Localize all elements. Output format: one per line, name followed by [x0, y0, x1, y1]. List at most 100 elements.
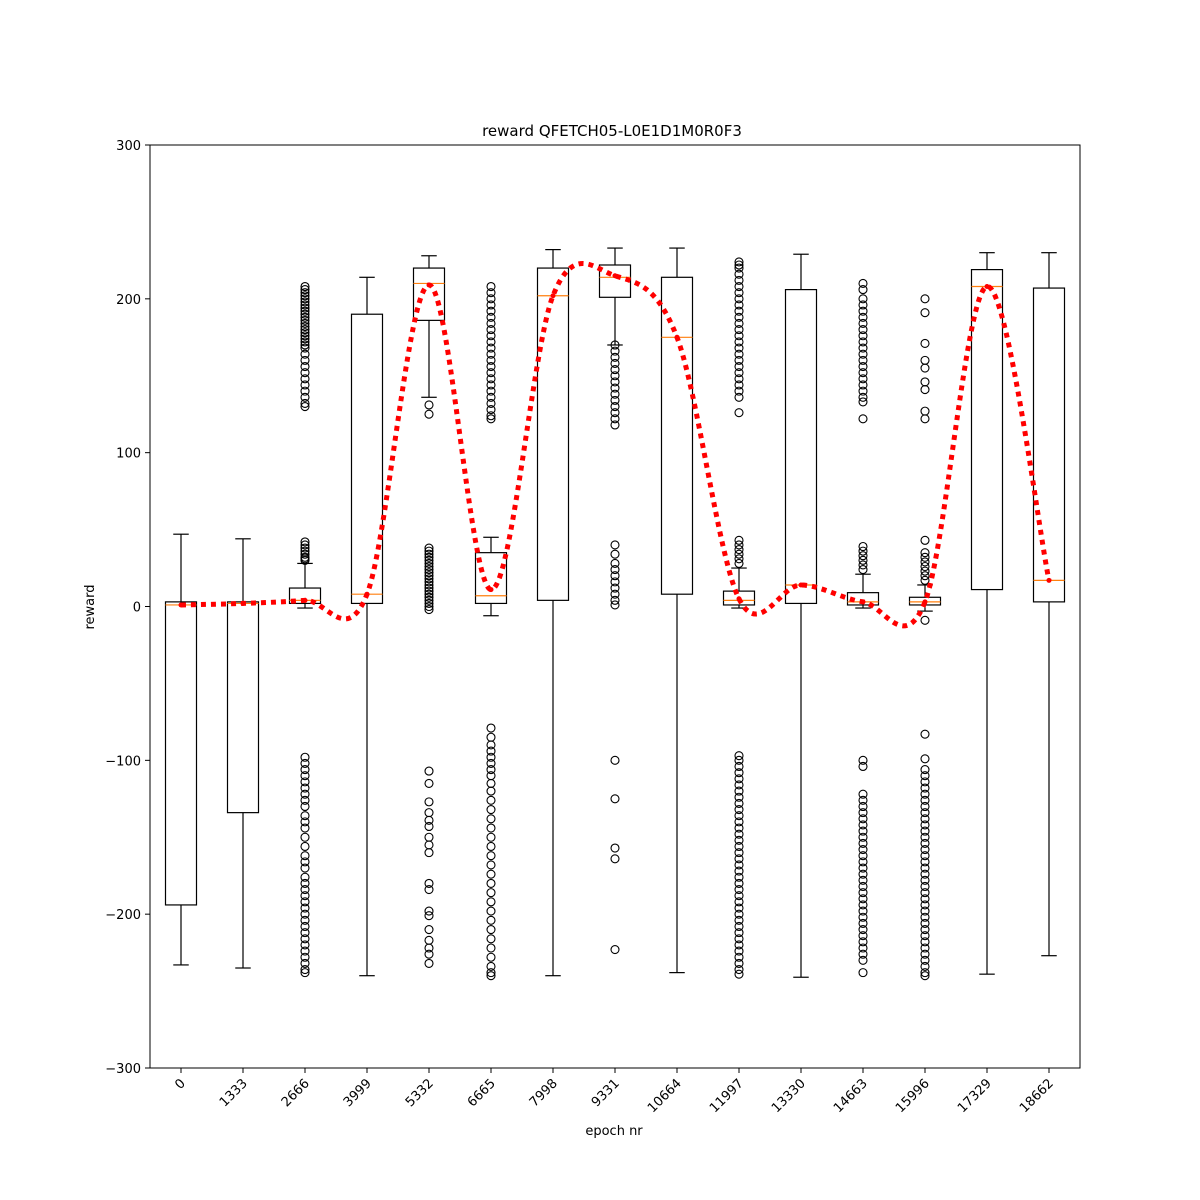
outlier-point — [486, 915, 496, 925]
outlier-point — [734, 792, 744, 802]
outlier-point — [424, 552, 434, 562]
outlier-point — [486, 906, 496, 916]
outlier-point — [610, 389, 620, 399]
outlier-point — [734, 558, 744, 568]
outlier-point — [734, 386, 744, 396]
y-axis-label: reward — [83, 584, 98, 629]
outlier-point — [486, 860, 496, 870]
outlier-point — [424, 568, 434, 578]
outlier-point — [734, 928, 744, 938]
outlier-point — [486, 934, 496, 944]
outlier-point — [734, 780, 744, 790]
mean-point-14663 — [860, 599, 866, 605]
outlier-point — [300, 318, 310, 328]
outlier-point — [300, 841, 310, 852]
outlier-point — [734, 909, 744, 919]
outlier-point — [920, 795, 930, 805]
box-group-18662 — [1032, 252, 1066, 957]
box-group-2666 — [288, 281, 322, 978]
outlier-point — [486, 405, 496, 415]
outlier-point — [858, 343, 868, 353]
outlier-point — [920, 869, 930, 879]
outlier-point — [734, 952, 744, 962]
outlier-point — [300, 928, 310, 938]
outlier-point — [920, 894, 930, 904]
box-group-13330 — [784, 253, 818, 978]
outlier-point — [734, 946, 744, 956]
outlier-point — [920, 931, 930, 941]
outlier-point — [610, 565, 620, 575]
outlier-point — [920, 900, 930, 910]
outlier-point — [858, 863, 868, 873]
outlier-point — [486, 732, 496, 742]
outlier-point — [734, 554, 744, 564]
outlier-point — [424, 949, 434, 959]
outlier-point — [858, 368, 868, 378]
outlier-point — [920, 949, 930, 959]
outlier-point — [300, 921, 310, 932]
outlier-point — [486, 952, 496, 962]
outlier-point — [920, 924, 930, 935]
outlier-point — [734, 361, 744, 372]
mean-point-5332 — [426, 282, 432, 288]
outlier-point — [920, 363, 930, 373]
outlier-point — [300, 328, 310, 338]
outlier-point — [300, 878, 310, 888]
outlier-point — [486, 805, 496, 815]
outlier-point — [920, 832, 930, 842]
outlier-point — [734, 535, 744, 545]
outlier-point — [734, 872, 744, 882]
outlier-point — [486, 337, 496, 347]
outlier-point — [858, 306, 868, 316]
outlier-point — [734, 325, 744, 335]
outlier-point — [734, 545, 744, 555]
outlier-point — [858, 795, 868, 805]
x-tick-label: 2666 — [279, 1076, 313, 1110]
outlier-point — [920, 771, 930, 781]
outlier-point — [734, 969, 744, 979]
outlier-point — [610, 589, 620, 599]
outlier-point — [424, 878, 434, 888]
outlier-point — [424, 840, 434, 850]
outlier-point — [300, 783, 310, 793]
outlier-point — [734, 841, 744, 852]
outlier-point — [610, 583, 620, 593]
outlier-point — [300, 857, 310, 867]
box-iqr — [474, 552, 508, 605]
outlier-point — [424, 592, 434, 602]
outlier-point — [920, 971, 930, 981]
outlier-point — [734, 337, 744, 347]
outlier-point — [734, 549, 744, 559]
y-tick-label: −300 — [105, 1062, 141, 1077]
outlier-point — [610, 549, 620, 559]
outlier-point — [920, 385, 930, 395]
outlier-point — [300, 294, 310, 304]
y-tick-label: 300 — [116, 139, 141, 154]
y-tick-label: 200 — [116, 293, 141, 308]
outlier-point — [424, 605, 434, 615]
outlier-point — [734, 368, 744, 378]
outlier-point — [734, 312, 744, 322]
outlier-point — [486, 331, 496, 341]
outlier-point — [920, 863, 930, 873]
mean-point-13330 — [798, 582, 804, 588]
outlier-point — [858, 555, 868, 565]
outlier-point — [734, 288, 744, 298]
box-group-10664 — [660, 247, 694, 974]
outlier-point — [734, 915, 744, 925]
outlier-point — [424, 848, 434, 858]
outlier-point — [734, 331, 744, 341]
outlier-point — [610, 401, 620, 412]
outlier-point — [858, 943, 868, 953]
outlier-point — [610, 571, 620, 581]
outlier-point — [920, 548, 930, 558]
outlier-point — [610, 595, 620, 605]
outlier-point — [486, 312, 496, 322]
outlier-point — [300, 897, 310, 907]
outlier-point — [920, 406, 930, 416]
outlier-point — [610, 371, 620, 381]
outlier-point — [610, 346, 620, 356]
outlier-point — [424, 555, 434, 565]
mean-point-10664 — [674, 334, 680, 340]
